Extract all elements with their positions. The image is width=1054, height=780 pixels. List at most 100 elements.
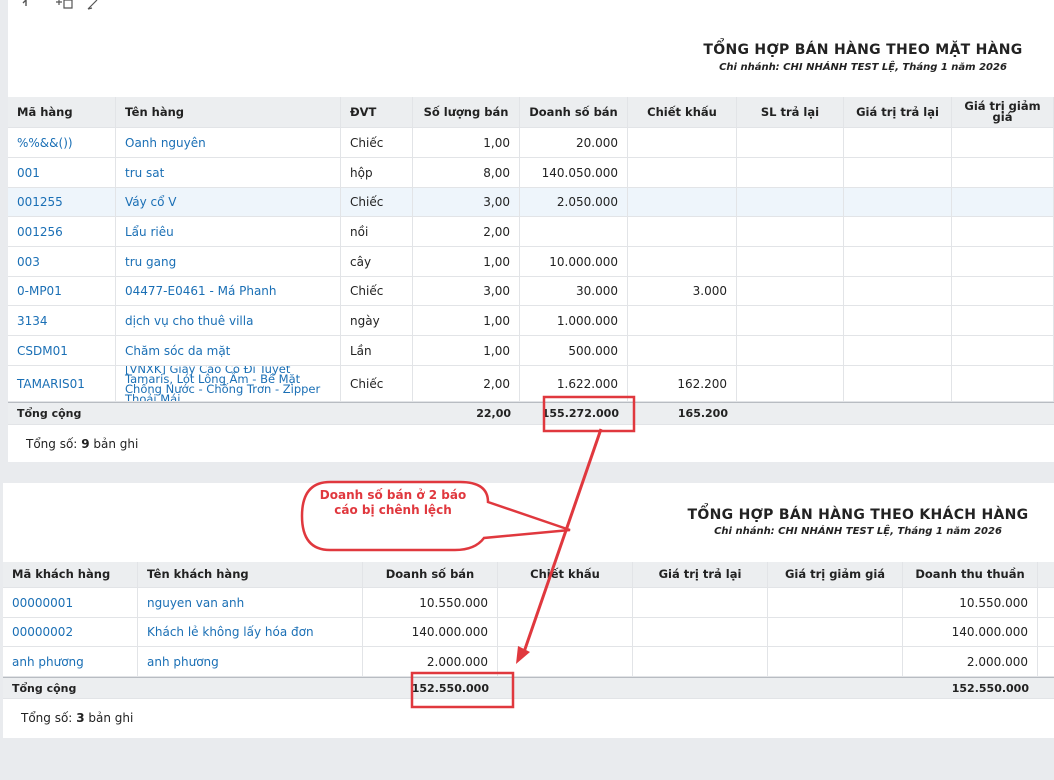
count-suffix: bản ghi <box>93 437 139 451</box>
data-row: 001 tru sat hộp 8,00 140.050.000 <box>8 158 1054 188</box>
table-cell[interactable]: 00000001 <box>3 588 138 618</box>
cell-text: 1.000.000 <box>556 313 618 328</box>
cell-text[interactable]: CSDM01 <box>17 343 68 358</box>
table-cell[interactable]: tru sat <box>116 158 341 188</box>
table-cell[interactable]: Oanh nguyên <box>116 128 341 158</box>
cell-text[interactable]: 001 <box>17 165 40 180</box>
table-cell[interactable]: 001 <box>8 158 116 188</box>
cell-text[interactable]: 04477-E0461 - Má Phanh <box>125 284 277 298</box>
table-cell: 1,00 <box>413 247 520 277</box>
table-cell: ngày <box>341 306 413 336</box>
cell-text[interactable]: [VNXK] Giày Cao Cổ Đi Tuyết Tamaris, Lót… <box>125 366 321 402</box>
cell-text[interactable]: 00000001 <box>12 595 74 610</box>
table-cell <box>844 336 952 366</box>
table-cell <box>844 128 952 158</box>
cell-text[interactable]: 001256 <box>17 224 63 239</box>
table-cell: 162.200 <box>628 366 737 402</box>
table-cell <box>737 128 844 158</box>
header-row: Mã khách hàng Tên khách hàng Doanh số bán C… <box>3 562 1054 588</box>
table-cell[interactable]: Váy cổ V <box>116 188 341 217</box>
table-cell <box>498 618 633 647</box>
cell-text[interactable]: Chăm sóc da mặt <box>125 343 231 358</box>
cell-text[interactable]: tru sat <box>125 165 165 180</box>
table-cell: Chiếc <box>341 366 413 402</box>
table-cell[interactable]: anh phương <box>3 647 138 677</box>
cell-text: 500.000 <box>568 343 618 358</box>
table-cell[interactable]: nguyen van anh <box>138 588 363 618</box>
table-cell: 8,00 <box>413 158 520 188</box>
cell-text: 3.000 <box>692 284 727 298</box>
cell-text[interactable]: nguyen van anh <box>147 595 245 610</box>
cell-text[interactable]: TAMARIS01 <box>17 376 85 391</box>
cell-text[interactable]: 0-MP01 <box>17 284 62 298</box>
table-cell[interactable]: CSDM01 <box>8 336 116 366</box>
cell-text[interactable]: 001255 <box>17 195 63 209</box>
cell-text[interactable]: Lẩu riêu <box>125 224 174 239</box>
table-cell[interactable]: anh phương <box>138 647 363 677</box>
table-cell <box>628 336 737 366</box>
cell-text[interactable]: Khách lẻ không lấy hóa đơn <box>147 625 314 639</box>
table-cell[interactable]: Lẩu riêu <box>116 217 341 247</box>
table-cell[interactable]: 3134 <box>8 306 116 336</box>
table-cell <box>1038 588 1054 618</box>
table-cell[interactable]: 0-MP01 <box>8 277 116 306</box>
data-row: 00000001 nguyen van anh 10.550.000 10.550.0… <box>3 588 1054 618</box>
cell-text[interactable]: Váy cổ V <box>125 195 177 209</box>
table-cell[interactable]: 00000002 <box>3 618 138 647</box>
cell-text[interactable]: %%&&()) <box>17 135 73 150</box>
table-cell[interactable]: 001255 <box>8 188 116 217</box>
table-cell[interactable]: 003 <box>8 247 116 277</box>
count-value: 3 <box>76 711 85 725</box>
cell-text: 8,00 <box>483 165 510 180</box>
column-header <box>1038 562 1054 588</box>
column-header: Chiết khấu <box>628 97 737 128</box>
cell-text: hộp <box>350 165 373 180</box>
table-cell: 10.000.000 <box>520 247 628 277</box>
table-cell[interactable]: TAMARIS01 <box>8 366 116 402</box>
cell-text[interactable]: 00000002 <box>12 625 74 639</box>
cell-text[interactable]: anh phương <box>12 654 84 669</box>
column-header: SL trả lại <box>737 97 844 128</box>
table-cell[interactable]: [VNXK] Giày Cao Cổ Đi Tuyết Tamaris, Lót… <box>116 366 341 402</box>
table-cell <box>737 217 844 247</box>
table-cell <box>1038 647 1054 677</box>
report-subtitle: Chi nhánh: CHI NHÁNH TEST LỆ, Tháng 1 nă… <box>719 62 1007 73</box>
total-cell <box>844 403 952 425</box>
cell-text: Giá trị giảm giá <box>964 99 1041 124</box>
table-cell[interactable]: 001256 <box>8 217 116 247</box>
cell-text[interactable]: anh phương <box>147 654 219 669</box>
cell-text: 10.550.000 <box>419 595 488 610</box>
arrow-head <box>516 646 530 664</box>
table-cell[interactable]: Khách lẻ không lấy hóa đơn <box>138 618 363 647</box>
table-cell[interactable]: tru gang <box>116 247 341 277</box>
cell-text[interactable]: 003 <box>17 254 40 269</box>
cell-text: 2,00 <box>483 224 510 239</box>
toolbar-icons <box>22 0 98 10</box>
table-cell <box>844 366 952 402</box>
cell-text[interactable]: 3134 <box>17 313 48 328</box>
total-cell: 152.550.000 <box>903 678 1038 699</box>
table-cell[interactable]: dịch vụ cho thuê villa <box>116 306 341 336</box>
column-header: Mã hàng <box>8 97 116 128</box>
table-cell <box>768 647 903 677</box>
cell-text: Tổng cộng <box>17 407 82 420</box>
table-cell[interactable]: %%&&()) <box>8 128 116 158</box>
table-cell: 2.000.000 <box>903 647 1038 677</box>
table-cell: 500.000 <box>520 336 628 366</box>
table-cell[interactable]: 04477-E0461 - Má Phanh <box>116 277 341 306</box>
data-row: 00000002 Khách lẻ không lấy hóa đơn 140.00… <box>3 618 1054 647</box>
cell-text[interactable]: tru gang <box>125 254 177 269</box>
column-header: Doanh số bán <box>363 562 498 588</box>
cell-text: 2.000.000 <box>966 654 1028 669</box>
table-cell[interactable]: Chăm sóc da mặt <box>116 336 341 366</box>
cell-text[interactable]: dịch vụ cho thuê villa <box>125 313 254 328</box>
table-cell <box>628 188 737 217</box>
cell-text[interactable]: Oanh nguyên <box>125 135 206 150</box>
total-cell <box>1038 678 1054 699</box>
column-header: ĐVT <box>341 97 413 128</box>
cell-text: 2.000.000 <box>426 654 488 669</box>
total-cell <box>138 678 363 699</box>
cell-text: ngày <box>350 313 380 328</box>
cell-text: 22,00 <box>476 407 511 420</box>
